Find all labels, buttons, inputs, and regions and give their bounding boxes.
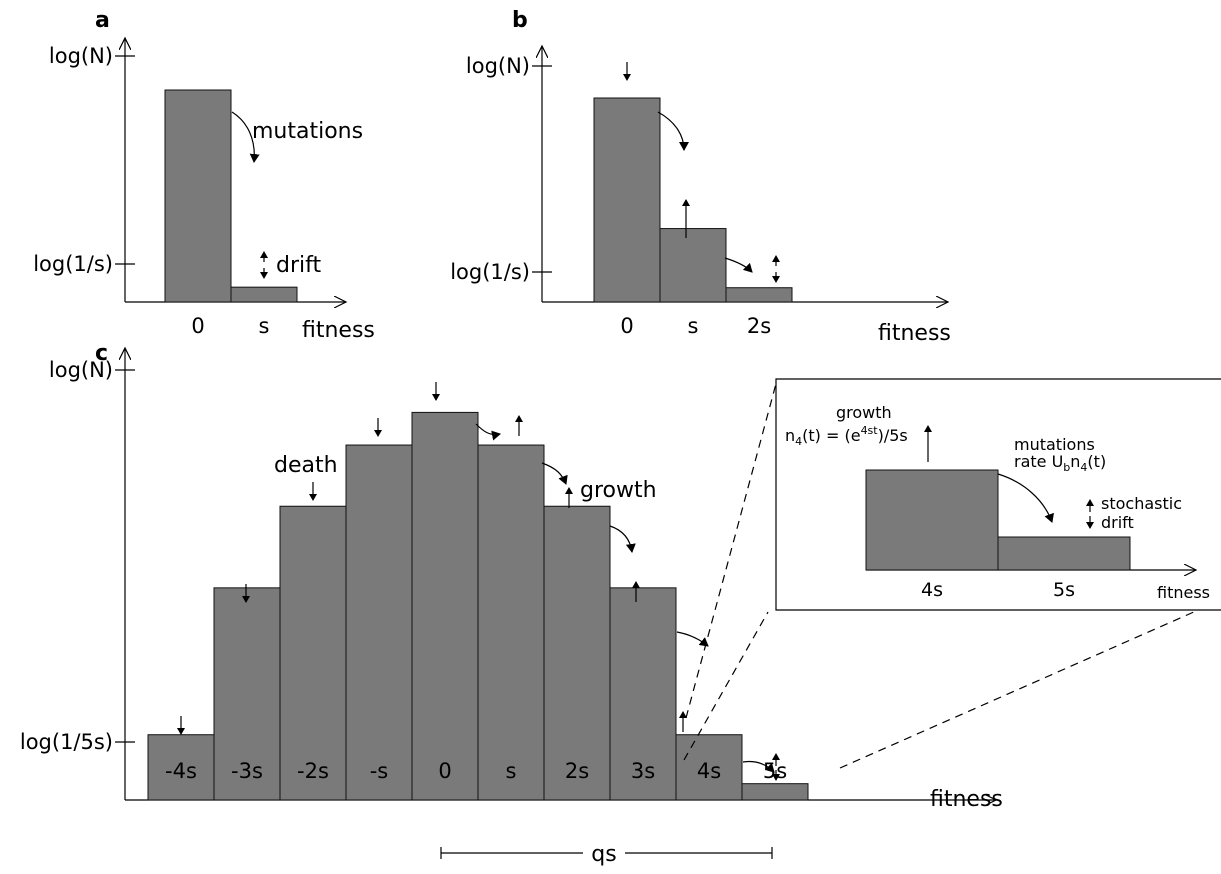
panel-a-bar-2 — [230, 286, 298, 303]
panel-c-bar-2 — [213, 587, 281, 801]
inset-growth-label: growth — [836, 403, 892, 422]
panel-c-bar-10 — [741, 783, 809, 801]
panel-a-bar-1 — [164, 89, 232, 303]
panel-c-bar-7 — [543, 505, 611, 801]
panel-b-bars — [593, 97, 793, 303]
inset-x-tick-label: 5s — [1053, 579, 1075, 601]
panel-a-x-title: fitness — [302, 318, 375, 343]
panel-a-y-top-label: log(N) — [49, 44, 113, 68]
panel-c-mutation-arrow — [609, 525, 636, 553]
panel-c-y-top-label: log(N) — [49, 358, 113, 382]
panel-c-bar-8 — [609, 587, 677, 801]
panel-b: b log(N) log(1/s) 0 s 2s fitness — [450, 8, 951, 346]
panel-c-x-tick-label: -s — [370, 759, 389, 783]
panel-b-bar-2 — [659, 228, 727, 303]
inset-x-ticks: 4s 5s — [921, 579, 1075, 601]
zoom-inset: 4s 5s fitness growth n4(t) = (e4st)/5s mu… — [683, 378, 1221, 769]
panel-c-x-ticks: -4s -3s -2s -s 0 s 2s 3s 4s 5s — [165, 759, 787, 783]
panel-b-x-ticks: 0 s 2s — [620, 314, 771, 338]
inset-bar-2 — [997, 536, 1131, 571]
panel-c: c log(N) log(1/5s) -4s -3s -2s -s 0 s 2s 3s 4s 5s… — [20, 341, 1003, 867]
panel-c-x-tick-label: 4s — [697, 759, 721, 783]
zoom-guide-upper — [685, 379, 778, 719]
panel-c-mutation-arrow — [742, 760, 775, 773]
panel-c-x-tick-label: 5s — [763, 759, 787, 783]
inset-mutation-arrow — [997, 473, 1054, 523]
panel-c-x-tick-label: 3s — [631, 759, 655, 783]
panel-c-death-label: death — [274, 453, 338, 478]
inset-bars — [865, 469, 1131, 571]
panel-c-bar-9 — [675, 734, 743, 801]
panel-a-x-tick-label: 0 — [191, 314, 204, 338]
panel-c-x-tick-label: 2s — [565, 759, 589, 783]
panel-b-bar-3 — [725, 287, 793, 303]
inset-bar-1 — [865, 469, 999, 571]
zoom-guide-bottom — [839, 599, 1221, 769]
panel-c-bar-4 — [345, 444, 413, 801]
panel-c-y-bottom-label: log(1/5s) — [20, 730, 113, 754]
panel-a-y-bottom-label: log(1/s) — [33, 252, 113, 276]
panel-c-bar-5 — [411, 411, 479, 801]
panel-b-mutation-arrow-1 — [657, 111, 689, 151]
panel-b-y-bottom-label: log(1/s) — [450, 260, 530, 284]
panel-c-x-title: fitness — [930, 787, 1003, 812]
inset-x-title: fitness — [1157, 583, 1210, 602]
panel-c-label: c — [95, 341, 108, 366]
panel-a-mutation-arrow — [231, 111, 260, 163]
inset-drift-label: drift — [1101, 513, 1134, 532]
panel-c-x-tick-label: 0 — [438, 759, 451, 783]
panel-a-drift-label: drift — [276, 253, 321, 278]
panel-c-mutation-arrow — [475, 423, 501, 441]
panel-c-x-tick-label: -3s — [231, 759, 263, 783]
panel-a-mutations-label: mutations — [252, 119, 363, 144]
panel-b-x-tick-label: 2s — [747, 314, 771, 338]
inset-rate-formula: rate Ubn4(t) — [1014, 452, 1106, 474]
panel-c-x-tick-label: -2s — [297, 759, 329, 783]
panel-b-x-title: fitness — [878, 321, 951, 346]
panel-a-bars — [164, 89, 298, 303]
panel-c-bar-6 — [477, 444, 545, 801]
zoom-guide-lower — [683, 611, 769, 761]
panel-b-bar-1 — [593, 97, 661, 303]
panel-c-bars — [147, 411, 809, 801]
inset-growth-formula: n4(t) = (e4st)/5s — [785, 424, 908, 448]
panel-c-mutation-arrow — [541, 462, 568, 485]
panel-c-growth-label: growth — [580, 478, 657, 503]
qs-range-label: qs — [591, 842, 616, 867]
panel-c-x-tick-label: -4s — [165, 759, 197, 783]
inset-x-tick-label: 4s — [921, 579, 943, 601]
panel-b-x-tick-label: 0 — [620, 314, 633, 338]
inset-stochastic-label: stochastic — [1101, 494, 1182, 513]
panel-b-x-tick-label: s — [688, 314, 699, 338]
panel-c-mutation-arrow — [676, 631, 709, 647]
panel-b-mutation-arrow-2 — [724, 257, 753, 273]
inset-mutations-label: mutations — [1014, 435, 1095, 454]
panel-b-label: b — [512, 8, 528, 33]
panel-c-x-tick-label: s — [506, 759, 517, 783]
panel-a-label: a — [95, 8, 110, 33]
panel-a-x-tick-label: s — [259, 314, 270, 338]
panel-c-bar-3 — [279, 505, 347, 801]
panel-b-y-top-label: log(N) — [466, 54, 530, 78]
